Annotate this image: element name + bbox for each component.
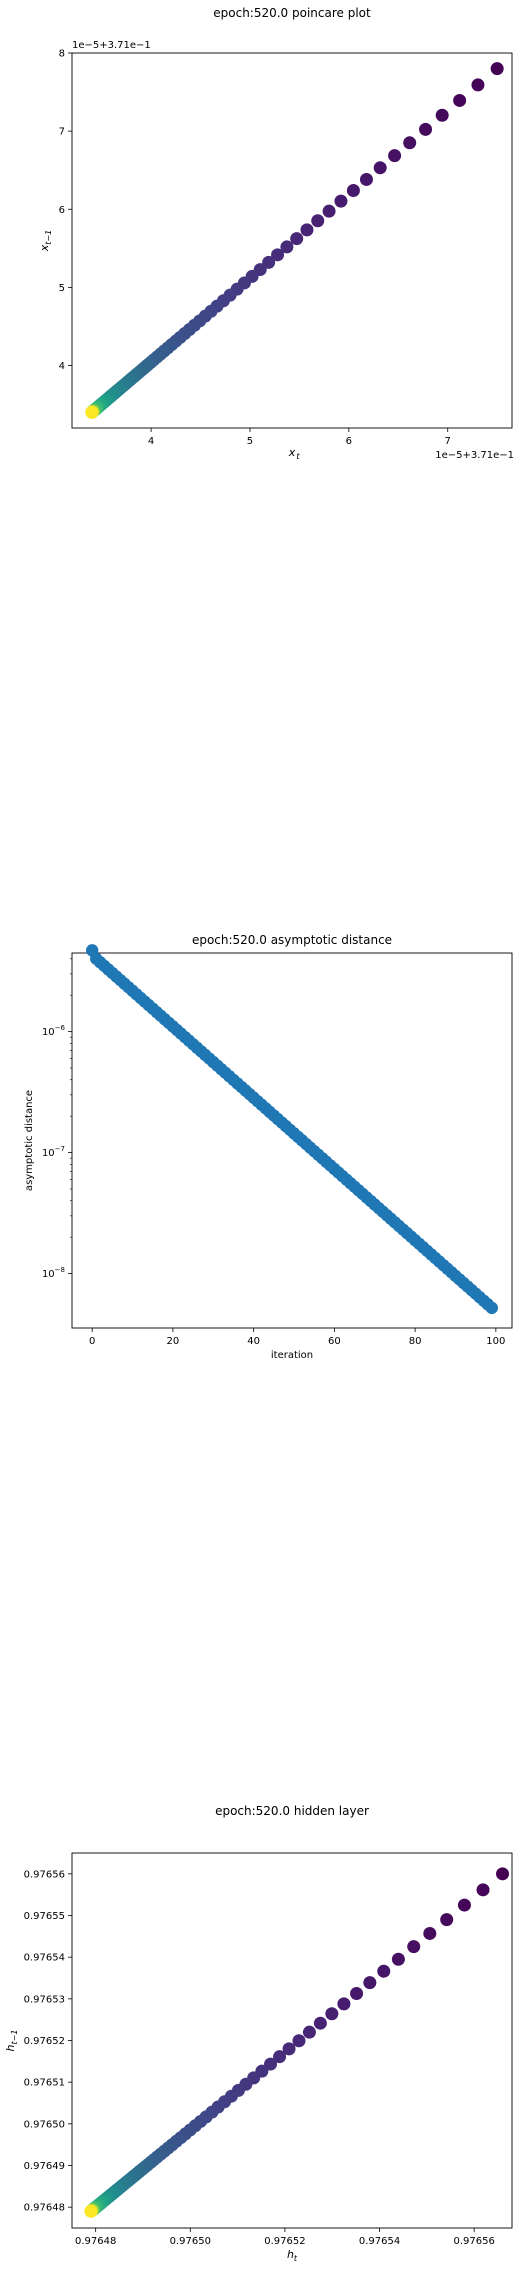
hidden-layer-plot: epoch:520.0 hidden layer 0.97648 0.97650 0.… xyxy=(4,1804,513,2263)
distance-xtick-label: 60 xyxy=(328,1336,341,1347)
hidden-point xyxy=(84,2204,98,2218)
distance-xtick-label: 20 xyxy=(167,1336,180,1347)
hidden-xtick-label: 0.97648 xyxy=(75,2236,116,2247)
poincare-x-offset-label: 1e−5+3.71e−1 xyxy=(435,450,514,461)
hidden-point xyxy=(496,1867,510,1881)
hidden-point xyxy=(423,1926,437,1940)
distance-xtick-label: 100 xyxy=(486,1336,505,1347)
hidden-point xyxy=(440,1913,454,1927)
poincare-y-offset-label: 1e−5+3.71e−1 xyxy=(72,40,151,51)
poincare-plot: epoch:520.0 poincare plot 4 5 6 7 4 5 6 7 8 x t xt−1… xyxy=(38,6,514,461)
distance-title: epoch:520.0 asymptotic distance xyxy=(192,933,392,947)
distance-xtick-label: 80 xyxy=(409,1336,422,1347)
hidden-ytick-label: 0.97649 xyxy=(24,2161,65,2172)
poincare-point xyxy=(435,108,449,122)
poincare-point xyxy=(490,62,504,76)
hidden-xlabel: ht xyxy=(287,2248,298,2263)
hidden-ytick-label: 0.97652 xyxy=(24,2036,65,2047)
hidden-ytick-label: 0.97656 xyxy=(24,1869,65,1880)
poincare-axes-frame xyxy=(71,52,513,429)
hidden-ytick-label: 0.97654 xyxy=(24,1953,65,1964)
poincare-point xyxy=(359,172,373,186)
poincare-point xyxy=(346,184,360,198)
distance-axes-frame xyxy=(71,952,513,1329)
hidden-point xyxy=(282,2042,296,2056)
asymptotic-distance-plot: epoch:520.0 asymptotic distance 0 20 40 60 80… xyxy=(24,933,513,1361)
poincare-point xyxy=(419,122,433,136)
poincare-point xyxy=(311,214,325,228)
hidden-point xyxy=(476,1883,490,1897)
hidden-point xyxy=(377,1964,391,1978)
hidden-ylabel: ht−1 xyxy=(4,2030,19,2052)
poincare-ytick-label: 7 xyxy=(59,127,65,138)
poincare-point xyxy=(334,194,348,208)
hidden-point xyxy=(350,1987,364,2001)
hidden-point xyxy=(363,1976,377,1990)
hidden-point xyxy=(302,2025,316,2039)
poincare-xtick-label: 6 xyxy=(346,436,352,447)
poincare-xtick-label: 7 xyxy=(445,436,451,447)
hidden-ytick-label: 0.97655 xyxy=(24,1911,65,1922)
poincare-title: epoch:520.0 poincare plot xyxy=(213,6,371,20)
poincare-xlabel: x xyxy=(288,446,296,459)
hidden-xtick-label: 0.97656 xyxy=(453,2236,494,2247)
poincare-point xyxy=(322,204,336,218)
hidden-point xyxy=(264,2057,278,2071)
poincare-ytick-label: 5 xyxy=(59,283,65,294)
poincare-point xyxy=(388,149,402,163)
distance-xtick-label: 40 xyxy=(247,1336,260,1347)
poincare-ytick-label: 8 xyxy=(59,49,65,60)
poincare-point xyxy=(290,232,304,246)
poincare-point xyxy=(373,161,387,175)
hidden-ytick-label: 0.97650 xyxy=(24,2119,65,2130)
hidden-ytick-label: 0.97653 xyxy=(24,1994,65,2005)
poincare-point xyxy=(85,405,99,419)
distance-point xyxy=(485,1301,499,1315)
poincare-xtick-label: 5 xyxy=(247,436,253,447)
poincare-point xyxy=(403,136,417,150)
poincare-point xyxy=(271,248,285,262)
hidden-xtick-label: 0.97654 xyxy=(359,2236,400,2247)
hidden-point xyxy=(273,2050,287,2064)
poincare-point xyxy=(280,240,294,254)
poincare-ytick-label: 6 xyxy=(59,205,65,216)
hidden-title: epoch:520.0 hidden layer xyxy=(215,1804,369,1818)
poincare-ylabel: xt−1 xyxy=(38,230,53,252)
hidden-point xyxy=(391,1952,405,1966)
poincare-point xyxy=(453,93,467,107)
hidden-point xyxy=(292,2034,306,2048)
distance-ytick-label: 10−6 xyxy=(42,1024,66,1038)
poincare-xtick-label: 4 xyxy=(148,436,154,447)
poincare-xlabel-sub: t xyxy=(296,452,300,461)
distance-ytick-label: 10−7 xyxy=(42,1145,65,1159)
hidden-point xyxy=(337,1997,351,2011)
poincare-ytick-label: 4 xyxy=(59,361,65,372)
hidden-point xyxy=(325,2007,339,2021)
hidden-xtick-label: 0.97650 xyxy=(170,2236,211,2247)
hidden-ytick-label: 0.97651 xyxy=(24,2078,65,2089)
distance-ytick-label: 10−8 xyxy=(42,1266,65,1280)
hidden-point xyxy=(457,1898,471,1912)
distance-ylabel: asymptotic distance xyxy=(24,1090,35,1191)
poincare-point xyxy=(262,255,276,269)
distance-xlabel: iteration xyxy=(271,1350,313,1361)
poincare-point xyxy=(300,223,314,237)
distance-xtick-label: 0 xyxy=(89,1336,95,1347)
hidden-xtick-label: 0.97652 xyxy=(264,2236,305,2247)
poincare-point xyxy=(471,78,485,92)
hidden-point xyxy=(407,1940,421,1954)
hidden-ytick-label: 0.97648 xyxy=(24,2203,65,2214)
hidden-point xyxy=(313,2016,327,2030)
